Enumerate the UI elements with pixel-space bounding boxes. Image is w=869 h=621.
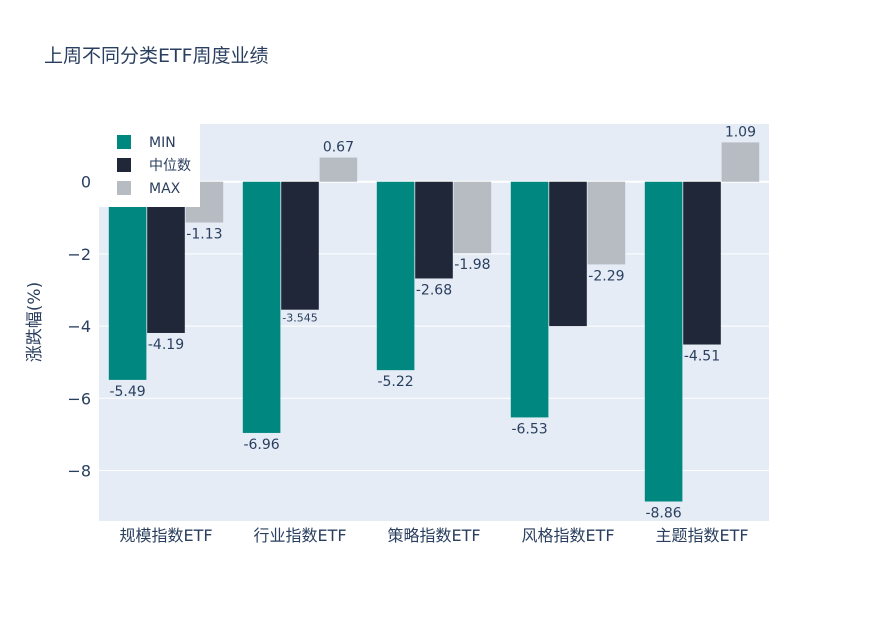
bar: [453, 181, 492, 254]
bar: [721, 142, 760, 182]
x-tick-label: 主题指数ETF: [655, 526, 748, 545]
y-axis-ticks: 0 −2 −4 −6 −8: [67, 173, 91, 481]
y-tick-label: −8: [67, 461, 91, 480]
x-tick-label: 行业指数ETF: [253, 526, 346, 545]
bar-value-label: -1.13: [186, 227, 222, 243]
bar: [587, 181, 626, 265]
legend-box: [99, 124, 200, 207]
bar: [549, 181, 587, 327]
bar-value-label: -3.545: [282, 312, 317, 325]
y-tick-label: −2: [67, 245, 91, 264]
legend-label[interactable]: MAX: [149, 181, 181, 197]
bar-value-label: -5.49: [109, 384, 145, 400]
bar-value-label: -2.29: [588, 268, 624, 284]
bar-value-label: 0.67: [323, 140, 354, 156]
bar-value-label: -1.98: [454, 257, 490, 273]
legend[interactable]: MIN 中位数 MAX: [99, 124, 200, 207]
bar-value-label: -5.22: [377, 374, 413, 390]
bar: [415, 181, 453, 279]
x-tick-label: 风格指数ETF: [521, 526, 614, 545]
legend-swatch[interactable]: [117, 135, 131, 149]
bar: [510, 181, 549, 418]
bar: [683, 181, 721, 345]
bar: [108, 181, 147, 380]
bar-value-label: -8.86: [645, 506, 681, 522]
legend-label[interactable]: MIN: [149, 135, 176, 151]
y-tick-label: 0: [81, 173, 91, 192]
y-axis-label: 涨跌幅(%): [25, 282, 45, 362]
bar-value-label: -6.96: [243, 437, 279, 453]
bar-value-label: -6.53: [511, 421, 547, 437]
x-tick-label: 策略指数ETF: [387, 526, 480, 545]
bar-value-labels: -5.49 -4.19 -1.13 -6.96 -3.545 0.67 -5.22 -2.68…: [109, 124, 756, 521]
x-axis-ticks: 规模指数ETF 行业指数ETF 策略指数ETF 风格指数ETF 主题指数ETF: [119, 526, 748, 545]
bar: [281, 181, 319, 310]
legend-swatch[interactable]: [117, 158, 131, 172]
x-tick-label: 规模指数ETF: [119, 526, 212, 545]
bar-value-label: -4.19: [148, 337, 184, 353]
legend-label[interactable]: 中位数: [149, 158, 191, 174]
legend-swatch[interactable]: [117, 181, 131, 195]
bar: [376, 181, 415, 371]
bar-value-label: 1.09: [725, 124, 756, 140]
y-tick-label: −6: [67, 389, 91, 408]
bar: [319, 157, 358, 182]
bar: [644, 181, 683, 502]
chart-title: 上周不同分类ETF周度业绩: [44, 45, 269, 67]
bar-value-label: -2.68: [416, 282, 452, 298]
y-tick-label: −4: [67, 317, 91, 336]
bar-value-label: -4.51: [684, 349, 720, 365]
bar: [242, 181, 281, 433]
